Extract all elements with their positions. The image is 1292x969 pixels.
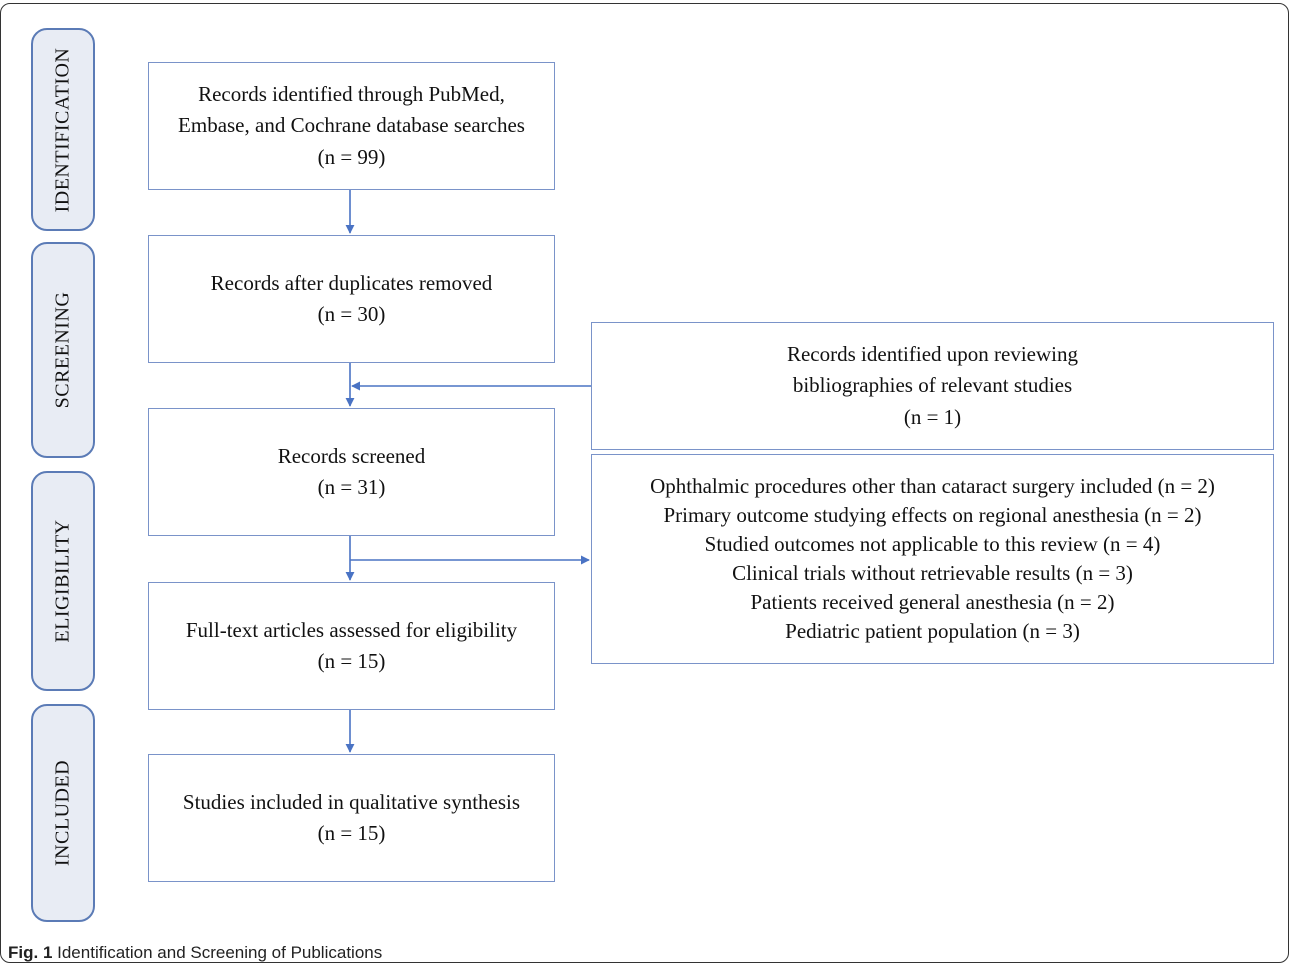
phase-eligibility: ELIGIBILITY [31, 471, 95, 691]
excluded-reason: Clinical trials without retrievable resu… [732, 561, 1133, 585]
excluded-reason: Ophthalmic procedures other than catarac… [650, 474, 1215, 499]
box-additional-records: Records identified upon reviewing biblio… [591, 322, 1274, 450]
figure-frame [0, 3, 1289, 963]
box-studies-included-line-1: Studies included in qualitative synthesi… [182, 789, 521, 814]
excluded-reason: Primary outcome studying effects on regi… [663, 503, 1202, 528]
box-studies-included: Studies included in qualitative synthesi… [148, 754, 555, 882]
excluded-reason: Studied outcomes not applicable to this … [704, 532, 1161, 557]
box-records-screened: Records screened (n = 31) [148, 408, 555, 536]
box-excluded-reasons: Ophthalmic procedures other than catarac… [591, 454, 1274, 664]
figure-caption-label: Fig. 1 [8, 943, 53, 962]
box-additional-records-line-1: Records identified upon reviewing [786, 341, 1078, 366]
box-additional-records-count: (n = 1) [903, 404, 962, 429]
figure-caption-text: Identification and Screening of Publicat… [52, 943, 383, 962]
excluded-reason: Pediatric patient population (n = 3) [785, 618, 1080, 643]
box-records-screened-line-1: Records screened [277, 443, 426, 468]
phase-identification: IDENTIFICATION [31, 28, 95, 231]
figure-caption: Fig. 1 Identification and Screening of P… [8, 943, 382, 963]
box-duplicates-removed-count: (n = 30) [317, 302, 386, 326]
box-fulltext-assessed-line-1: Full-text articles assessed for eligibil… [185, 617, 518, 642]
phase-screening: SCREENING [31, 242, 95, 458]
box-studies-included-count: (n = 15) [317, 821, 386, 845]
phase-included: INCLUDED [31, 704, 95, 922]
box-records-identified-line-1: Records identified through PubMed, [198, 81, 505, 106]
box-fulltext-assessed: Full-text articles assessed for eligibil… [148, 582, 555, 710]
excluded-reason: Patients received general anesthesia (n … [750, 589, 1115, 614]
box-additional-records-line-2: bibliographies of relevant studies [792, 373, 1073, 398]
box-records-identified-line-2: Embase, and Cochrane database searches [178, 113, 525, 138]
box-duplicates-removed: Records after duplicates removed (n = 30… [148, 235, 555, 363]
box-records-identified: Records identified through PubMed, Embas… [148, 62, 555, 190]
box-records-screened-count: (n = 31) [317, 475, 386, 499]
box-records-identified-count: (n = 99) [317, 144, 386, 169]
box-fulltext-assessed-count: (n = 15) [317, 649, 386, 673]
box-duplicates-removed-line-1: Records after duplicates removed [210, 270, 493, 295]
